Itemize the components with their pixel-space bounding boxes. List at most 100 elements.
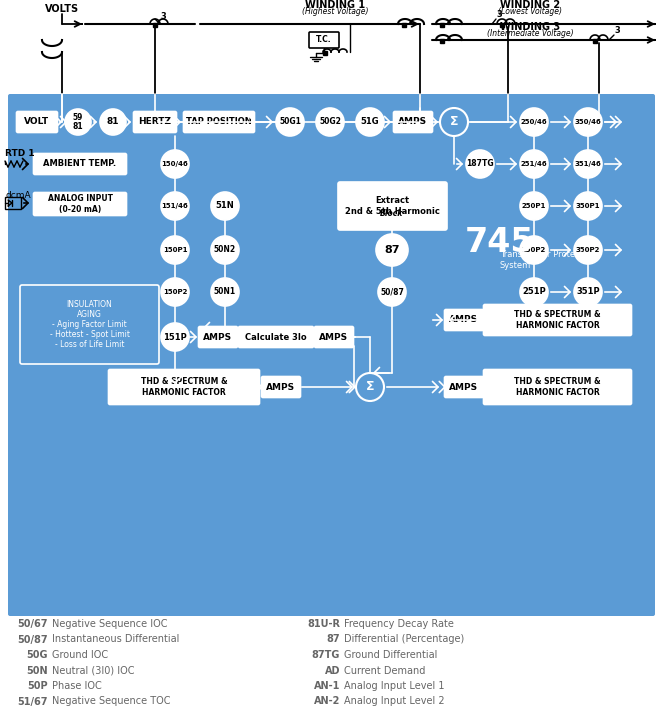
- FancyBboxPatch shape: [239, 327, 314, 347]
- Text: 81: 81: [107, 117, 119, 127]
- Circle shape: [376, 234, 408, 266]
- Circle shape: [211, 278, 239, 306]
- Bar: [500, 23, 504, 27]
- Text: 50N2: 50N2: [214, 246, 236, 254]
- Text: Neutral (3I0) IOC: Neutral (3I0) IOC: [52, 666, 135, 676]
- Circle shape: [161, 192, 189, 220]
- Circle shape: [161, 278, 189, 306]
- Circle shape: [65, 109, 91, 135]
- Text: AMPS: AMPS: [204, 333, 233, 342]
- Text: 351/46: 351/46: [575, 161, 601, 167]
- FancyBboxPatch shape: [198, 327, 237, 347]
- Text: 250/46: 250/46: [520, 119, 548, 125]
- FancyBboxPatch shape: [483, 305, 631, 335]
- FancyBboxPatch shape: [34, 154, 127, 174]
- Text: Frequency Decay Rate: Frequency Decay Rate: [344, 619, 454, 629]
- Circle shape: [520, 236, 548, 264]
- Bar: [440, 23, 444, 27]
- Text: 3: 3: [160, 12, 166, 21]
- Text: THD & SPECTRUM &
HARMONIC FACTOR: THD & SPECTRUM & HARMONIC FACTOR: [141, 377, 227, 397]
- Text: AMPS: AMPS: [450, 315, 479, 325]
- Circle shape: [574, 192, 602, 220]
- Text: Calculate 3Io: Calculate 3Io: [245, 333, 307, 342]
- Circle shape: [520, 278, 548, 306]
- Text: TAP POSITION: TAP POSITION: [186, 117, 252, 127]
- Text: WINDING 3: WINDING 3: [500, 22, 560, 32]
- FancyBboxPatch shape: [309, 32, 339, 48]
- Circle shape: [574, 150, 602, 178]
- Text: 59
81: 59 81: [73, 112, 84, 131]
- Text: AN-1: AN-1: [314, 681, 340, 691]
- FancyBboxPatch shape: [444, 310, 483, 330]
- Circle shape: [100, 109, 126, 135]
- Text: (Lowest Voltage): (Lowest Voltage): [498, 6, 562, 16]
- Text: AD: AD: [324, 666, 340, 676]
- Circle shape: [378, 278, 406, 306]
- FancyBboxPatch shape: [8, 94, 655, 616]
- FancyBboxPatch shape: [109, 370, 259, 404]
- Text: 51/67: 51/67: [17, 696, 48, 706]
- Text: Σ: Σ: [450, 115, 458, 128]
- Text: 350P1: 350P1: [575, 203, 600, 209]
- Circle shape: [161, 236, 189, 264]
- Text: 3: 3: [614, 26, 620, 35]
- Text: HERTZ: HERTZ: [139, 117, 172, 127]
- Text: 3: 3: [496, 10, 502, 19]
- Text: dcmA: dcmA: [5, 192, 30, 201]
- Circle shape: [276, 108, 304, 136]
- Circle shape: [161, 323, 189, 351]
- Text: Negative Sequence IOC: Negative Sequence IOC: [52, 619, 168, 629]
- Text: WINDING 1: WINDING 1: [305, 0, 365, 10]
- FancyBboxPatch shape: [34, 192, 127, 216]
- Text: Instantaneous Differential: Instantaneous Differential: [52, 634, 180, 644]
- Bar: [5, 197, 21, 209]
- Text: INSULATION
AGING
- Aging Factor Limit
- Hottest - Spot Limit
- Loss of Life Limi: INSULATION AGING - Aging Factor Limit - …: [50, 300, 129, 349]
- Text: 50/87: 50/87: [380, 288, 404, 296]
- FancyBboxPatch shape: [261, 377, 300, 397]
- Circle shape: [356, 373, 384, 401]
- Circle shape: [520, 150, 548, 178]
- Circle shape: [520, 192, 548, 220]
- FancyBboxPatch shape: [338, 182, 447, 230]
- Circle shape: [440, 108, 468, 136]
- Text: Block: Block: [381, 209, 404, 219]
- Text: Analog Input Level 2: Analog Input Level 2: [344, 696, 445, 706]
- Text: 50G2: 50G2: [319, 117, 341, 127]
- Text: 745: 745: [465, 226, 535, 258]
- Text: THD & SPECTRUM &
HARMONIC FACTOR: THD & SPECTRUM & HARMONIC FACTOR: [514, 377, 601, 397]
- FancyBboxPatch shape: [184, 112, 255, 132]
- Text: 351P: 351P: [576, 288, 600, 296]
- Text: Ground IOC: Ground IOC: [52, 650, 108, 660]
- FancyBboxPatch shape: [483, 370, 631, 404]
- Text: 151/46: 151/46: [162, 203, 188, 209]
- Text: Transformer Protection
System: Transformer Protection System: [500, 251, 596, 270]
- Bar: [593, 39, 597, 43]
- FancyBboxPatch shape: [133, 112, 176, 132]
- Text: Σ: Σ: [366, 380, 374, 393]
- Text: 87: 87: [326, 634, 340, 644]
- Text: Differential (Percentage): Differential (Percentage): [344, 634, 464, 644]
- Text: 50P: 50P: [27, 681, 48, 691]
- FancyBboxPatch shape: [314, 327, 353, 347]
- Text: 50/67: 50/67: [17, 619, 48, 629]
- Text: (Intermediate Voltage): (Intermediate Voltage): [487, 28, 573, 38]
- Text: 251P: 251P: [522, 288, 546, 296]
- Text: AMBIENT TEMP.: AMBIENT TEMP.: [44, 159, 117, 169]
- Bar: [440, 39, 444, 43]
- Text: AMPS: AMPS: [320, 333, 349, 342]
- Text: AMPS: AMPS: [267, 382, 296, 392]
- FancyBboxPatch shape: [444, 377, 483, 397]
- Bar: [402, 23, 406, 27]
- Text: 81U-R: 81U-R: [307, 619, 340, 629]
- Text: 50G1: 50G1: [279, 117, 301, 127]
- FancyBboxPatch shape: [17, 112, 58, 132]
- Text: 50N: 50N: [27, 666, 48, 676]
- Text: Ground Differential: Ground Differential: [344, 650, 438, 660]
- Text: 350/46: 350/46: [575, 119, 601, 125]
- Circle shape: [211, 192, 239, 220]
- Text: 251/46: 251/46: [520, 161, 548, 167]
- Text: 51G: 51G: [361, 117, 379, 127]
- Text: 151P: 151P: [163, 333, 187, 342]
- Text: 250P2: 250P2: [522, 247, 546, 253]
- Circle shape: [356, 108, 384, 136]
